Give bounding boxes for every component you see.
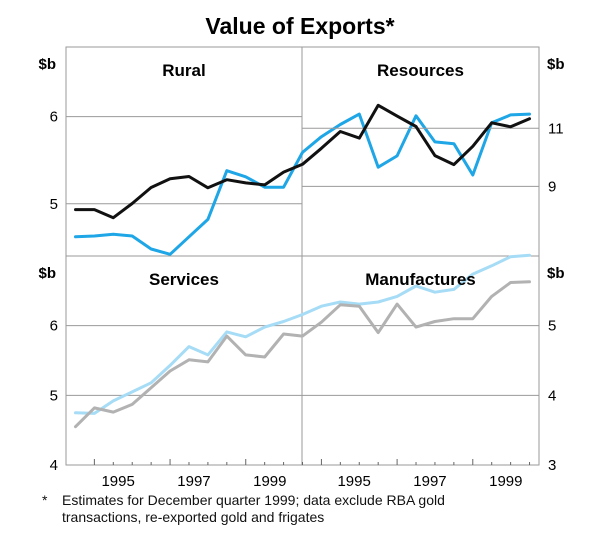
resources-y-tick-label: 9 (548, 178, 556, 195)
services-y-tick-label: 5 (50, 387, 58, 404)
manufactures-panel: 3 4 5 $b Manufactures (74, 265, 565, 474)
resources-series-line (74, 103, 531, 220)
footnote-marker: * (42, 492, 48, 508)
rural-unit-label: $b (38, 56, 56, 73)
manufactures-series-line (74, 280, 531, 429)
x-tick-label: 1995 (101, 473, 134, 490)
chart-title: Value of Exports* (205, 13, 394, 39)
resources-panel-title: Resources (377, 61, 464, 80)
rural-y-tick-label: 5 (50, 196, 58, 213)
x-tick-label: 1997 (413, 473, 446, 490)
services-panel-title: Services (149, 270, 219, 289)
manufactures-y-tick-label: 4 (548, 387, 556, 404)
rural-panel-title: Rural (162, 61, 205, 80)
resources-panel: 9 11 $b Resources (74, 56, 565, 220)
rural-panel: 5 6 $b Rural (38, 56, 531, 256)
footnote-line-1: Estimates for December quarter 1999; dat… (62, 492, 445, 508)
services-series-line (74, 253, 531, 415)
rural-y-tick-label: 6 (50, 109, 58, 126)
manufactures-y-tick-label: 5 (548, 318, 556, 335)
manufactures-unit-label: $b (547, 265, 565, 282)
x-tick-label: 1999 (489, 473, 522, 490)
rural-series-line (74, 112, 531, 256)
panels: 5 6 $b Rural 9 11 $b Resources 4 5 6 $b Services 3 4 5 $… (38, 47, 565, 474)
resources-y-tick-label: 11 (548, 120, 564, 137)
x-axis: 1995 1995 1997 1997 1999 1999 (93, 459, 531, 490)
resources-unit-label: $b (547, 56, 565, 73)
footnote: * Estimates for December quarter 1999; d… (42, 492, 562, 526)
services-y-tick-label: 4 (50, 457, 58, 474)
manufactures-y-tick-label: 3 (548, 457, 556, 474)
x-tick-label: 1999 (253, 473, 286, 490)
services-y-tick-label: 6 (50, 318, 58, 335)
x-tick-label: 1997 (177, 473, 210, 490)
services-unit-label: $b (38, 265, 56, 282)
services-panel: 4 5 6 $b Services (38, 253, 531, 474)
footnote-line-2: transactions, re-exported gold and friga… (62, 509, 325, 525)
x-tick-label: 1995 (337, 473, 370, 490)
manufactures-panel-title: Manufactures (365, 270, 476, 289)
